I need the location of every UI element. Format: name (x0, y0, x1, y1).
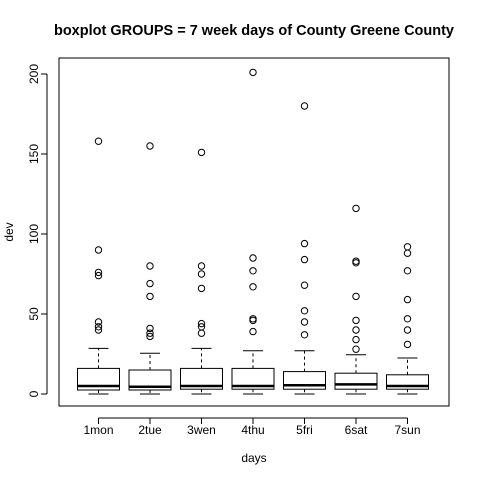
y-tick-label: 200 (27, 64, 41, 84)
box-body (231, 367, 275, 390)
outlier-point (300, 239, 309, 248)
outlier-point (94, 137, 103, 145)
y-tick-label: 0 (27, 390, 41, 397)
outlier-point (94, 271, 103, 280)
x-axis: 1mon 2tue 3wen 4thu 5fri 6sat 7sun (83, 417, 421, 437)
outlier-point (249, 267, 257, 275)
box-4thu (231, 68, 275, 395)
outlier-point (249, 254, 257, 262)
box-6sat (334, 204, 378, 395)
outlier-point (249, 327, 257, 336)
outlier-point (352, 292, 360, 301)
outlier-point (403, 243, 412, 251)
box-1mon (77, 137, 120, 395)
box-body (128, 369, 172, 391)
outlier-point (94, 323, 103, 331)
outlier-point (403, 315, 412, 323)
outlier-point (300, 102, 309, 110)
outlier-point (300, 255, 309, 264)
outlier-point (197, 284, 206, 293)
outlier-point (352, 326, 360, 334)
box-7sun (386, 243, 429, 395)
x-tick-label: 1mon (83, 423, 113, 437)
x-tick-label: 4thu (241, 423, 264, 437)
outlier-point (249, 283, 257, 291)
outlier-point (146, 292, 154, 301)
outlier-point (94, 246, 103, 254)
outlier-point (403, 326, 412, 334)
outlier-point (146, 142, 154, 150)
y-axis-label: dev (2, 222, 16, 241)
box-body (77, 367, 120, 391)
outlier-point (146, 329, 154, 337)
x-tick-label: 5fri (296, 423, 313, 437)
outlier-point (300, 318, 309, 326)
x-tick-label: 7sun (394, 423, 420, 437)
box-body (180, 367, 223, 390)
x-tick-label: 6sat (345, 423, 368, 437)
outlier-point (146, 279, 154, 288)
box-2tue (128, 142, 172, 395)
y-tick-label: 50 (27, 307, 41, 321)
box-5fri (283, 102, 326, 395)
outlier-point (300, 307, 309, 315)
outlier-point (403, 267, 412, 275)
outlier-point (94, 268, 103, 277)
outlier-point (352, 316, 360, 325)
outlier-point (94, 318, 103, 326)
outlier-point (403, 295, 412, 304)
outlier-point (197, 323, 206, 331)
box-body (283, 371, 326, 390)
outlier-point (403, 340, 412, 349)
outlier-point (249, 68, 257, 77)
outlier-point (94, 326, 103, 334)
y-tick-label: 100 (27, 224, 41, 244)
outlier-point (352, 257, 360, 265)
outlier-point (197, 319, 206, 328)
outlier-point (197, 329, 206, 337)
outlier-point (403, 249, 412, 257)
y-tick-label: 150 (27, 144, 41, 164)
plot-frame (58, 57, 450, 407)
outlier-point (352, 345, 360, 353)
x-tick-label: 2tue (138, 423, 162, 437)
outlier-point (249, 315, 257, 323)
outlier-point (300, 331, 309, 339)
box-body (334, 372, 378, 390)
chart-title: boxplot GROUPS = 7 week days of County G… (54, 23, 454, 39)
outlier-point (197, 148, 206, 157)
x-tick-label: 3wen (187, 423, 216, 437)
outlier-point (352, 204, 360, 213)
outlier-point (146, 262, 154, 270)
outlier-point (352, 335, 360, 344)
outlier-point (300, 281, 309, 289)
outlier-point (197, 262, 206, 270)
outlier-point (197, 270, 206, 278)
outlier-point (146, 332, 154, 341)
boxes (77, 68, 429, 395)
y-axis: 0 50 100 150 200 (27, 64, 48, 397)
outlier-point (146, 324, 154, 333)
box-3wen (180, 148, 223, 395)
x-axis-label: days (241, 451, 266, 465)
